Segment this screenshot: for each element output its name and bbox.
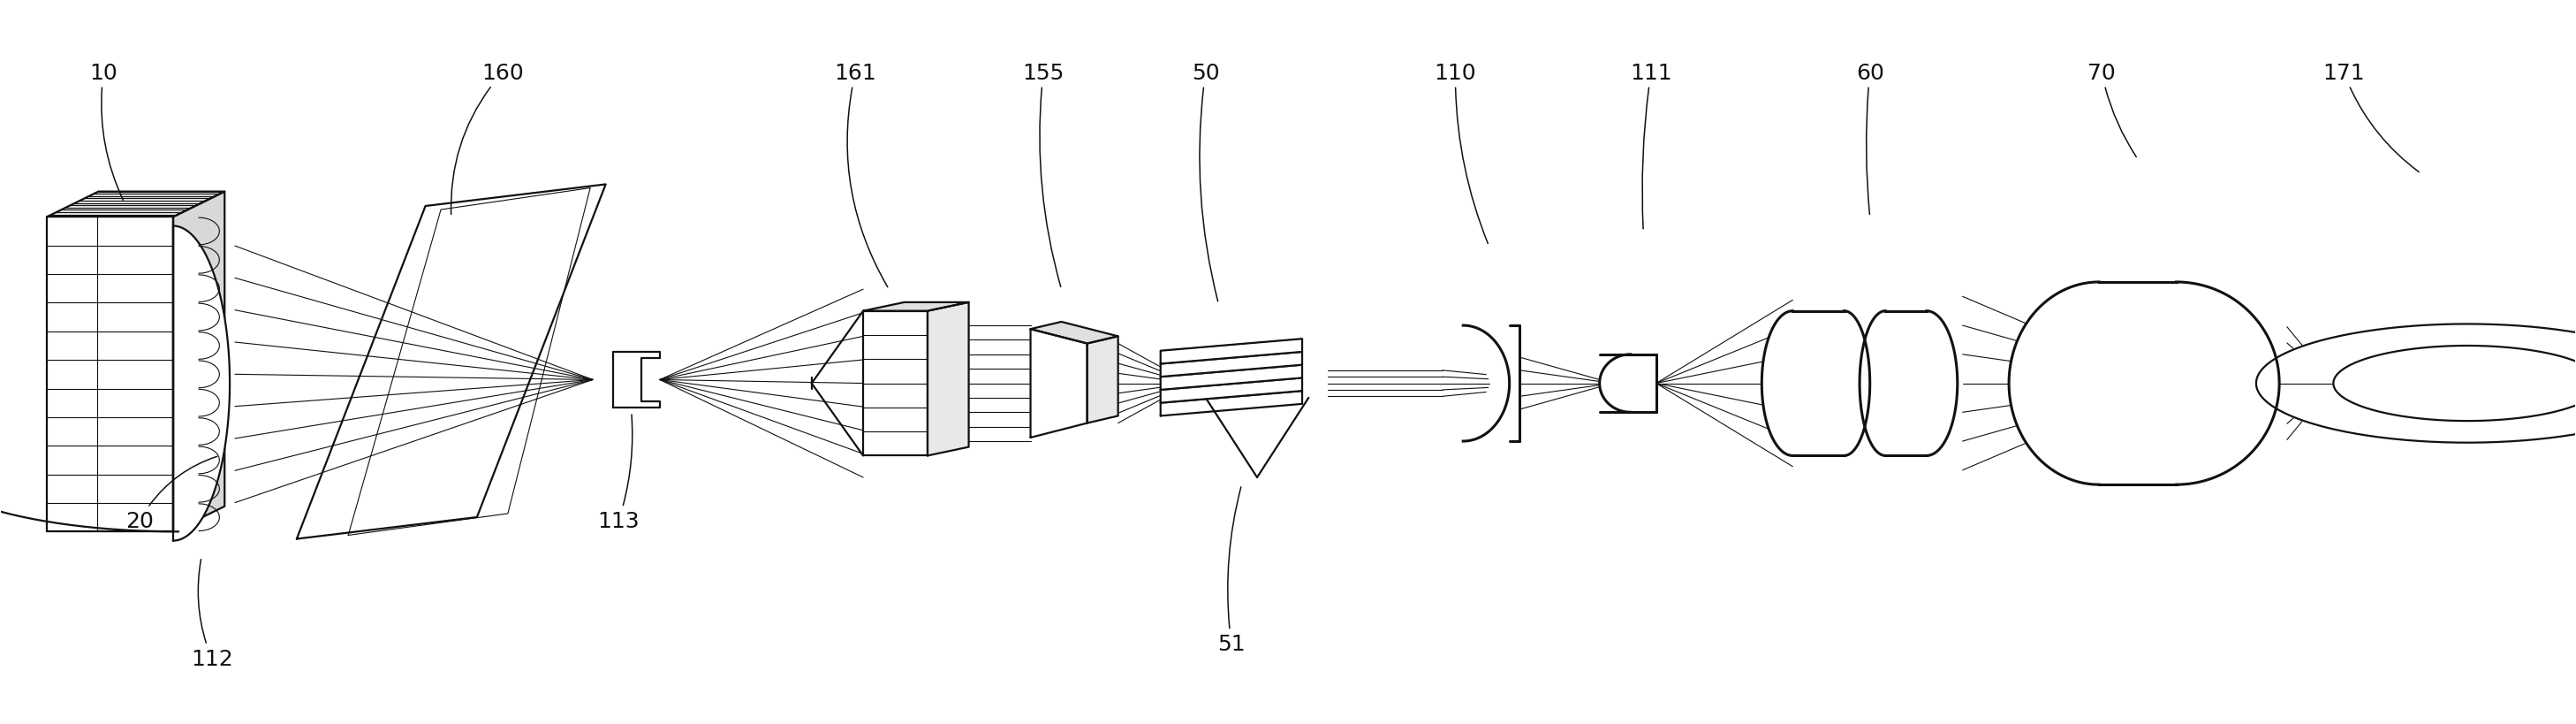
Text: 60: 60 xyxy=(1855,62,1883,215)
Polygon shape xyxy=(2257,324,2576,443)
Polygon shape xyxy=(173,192,224,532)
Polygon shape xyxy=(2009,282,2280,485)
Text: 10: 10 xyxy=(90,62,124,201)
Text: 70: 70 xyxy=(2087,62,2136,158)
Polygon shape xyxy=(1087,337,1118,424)
Polygon shape xyxy=(1162,365,1301,390)
Polygon shape xyxy=(1600,355,1656,413)
Polygon shape xyxy=(927,303,969,456)
Polygon shape xyxy=(863,311,927,456)
Polygon shape xyxy=(613,353,659,408)
Polygon shape xyxy=(1162,353,1301,377)
Text: 112: 112 xyxy=(191,560,232,669)
Polygon shape xyxy=(1162,378,1301,403)
Polygon shape xyxy=(296,185,605,539)
Text: 160: 160 xyxy=(451,62,523,215)
Polygon shape xyxy=(46,192,224,217)
Polygon shape xyxy=(1162,391,1301,416)
Polygon shape xyxy=(1030,322,1118,344)
Text: 110: 110 xyxy=(1435,62,1489,244)
Polygon shape xyxy=(1762,311,1870,456)
Text: 20: 20 xyxy=(126,457,216,531)
Polygon shape xyxy=(1463,326,1520,442)
Polygon shape xyxy=(2334,346,2576,421)
Text: 111: 111 xyxy=(1631,62,1672,230)
Polygon shape xyxy=(173,217,229,541)
Polygon shape xyxy=(46,217,173,532)
Polygon shape xyxy=(863,303,969,311)
Polygon shape xyxy=(1030,329,1087,438)
Text: 171: 171 xyxy=(2324,62,2419,172)
Polygon shape xyxy=(1162,340,1301,364)
Text: 155: 155 xyxy=(1023,62,1064,287)
Text: 50: 50 xyxy=(1193,62,1218,302)
Polygon shape xyxy=(1860,311,1958,456)
Text: 161: 161 xyxy=(835,62,889,287)
Text: 51: 51 xyxy=(1218,487,1244,654)
Text: 113: 113 xyxy=(598,415,639,531)
